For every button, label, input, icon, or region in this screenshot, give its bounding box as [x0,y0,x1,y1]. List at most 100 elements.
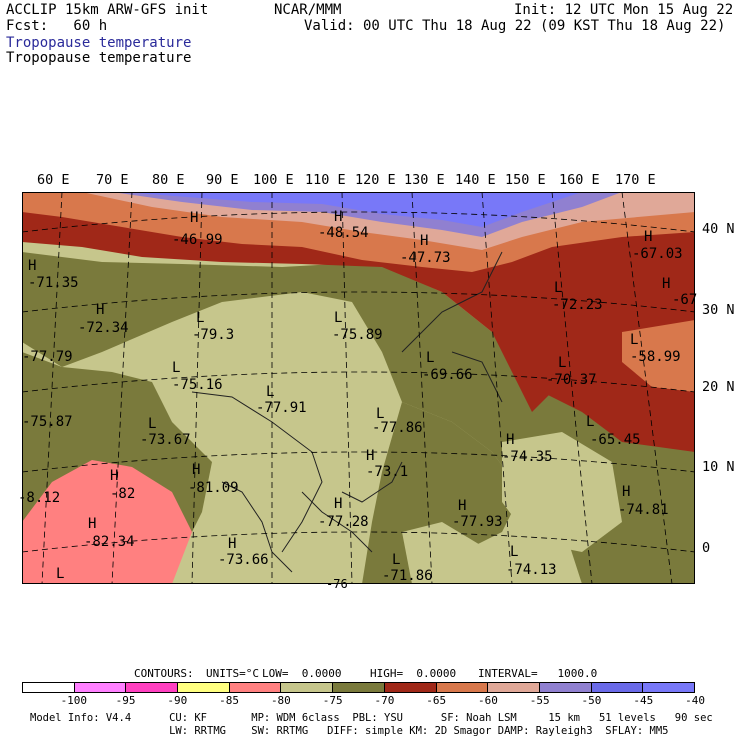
header-forecast-hour: Fcst: 60 h [6,18,108,34]
color-bar-swatch [126,683,179,692]
contour-value: -71.86 [382,568,433,584]
low-marker: L [376,406,385,422]
contour-value: -74.13 [506,562,557,578]
color-bar-swatch [74,683,127,692]
header-line1-left: ACCLIP 15km ARW-GFS init [6,2,209,18]
contour-value: -81.09 [188,480,239,496]
high-marker: L [148,416,157,432]
contour-value: -76 [326,577,348,591]
contour-value: -67 [672,292,698,308]
contour-value: -73.67 [140,432,191,448]
high-marker: H [366,448,375,464]
contour-value: -70.37 [546,372,597,388]
lon-label: 150 E [505,172,546,188]
high-marker: H [228,536,237,552]
color-bar-swatch [281,683,334,692]
color-bar-tick-label: -95 [115,694,136,707]
color-bar-tick-label: -55 [529,694,550,707]
contour-value: -72.34 [78,320,129,336]
contour-value: -77.91 [256,400,307,416]
contour-info-units: UNITS=°C [206,667,259,680]
field-title-shaded: Tropopause temperature [6,35,192,51]
contour-value: -74.81 [618,502,669,518]
lon-label: 170 E [615,172,656,188]
contour-info-contours: CONTOURS: [134,667,194,680]
high-marker: H [96,302,105,318]
low-marker: L [554,280,563,296]
model-info-line1: Model Info: V4.4 CU: KF MP: WDM 6class P… [30,712,713,724]
lon-label: 130 E [404,172,445,188]
low-marker: H [506,432,515,448]
contour-value: -69.66 [422,367,473,383]
lon-label: 90 E [206,172,239,188]
color-bar-tick-label: -75 [322,694,343,707]
lat-label: 20 N [702,379,735,395]
lat-label: 0 [702,540,711,556]
low-marker: H [88,516,97,532]
contour-value: -73.1 [366,464,409,480]
contour-info-low: LOW= 0.0000 [262,667,342,680]
high-marker: H [644,229,653,245]
color-bar-swatch [488,683,540,692]
low-marker: H [192,462,201,478]
low-marker: L [196,310,205,326]
low-marker: H [622,484,631,500]
color-bar-tick-label: -80 [270,694,291,707]
contour-value: -46.99 [172,232,223,248]
lat-label: 40 N [702,221,735,237]
color-bar-tick-label: -70 [374,694,395,707]
contour-value: -77.86 [372,420,423,436]
model-info-line2: LW: RRTMG SW: RRTMG DIFF: simple KM: 2D … [30,725,669,737]
high-marker: L [586,414,595,430]
color-bar-tick-label: -85 [219,694,240,707]
color-bar-swatch [643,683,694,692]
field-title-contour: Tropopause temperature [6,50,192,66]
lon-label: 140 E [455,172,496,188]
lon-label: 70 E [96,172,129,188]
contour-value: -79.3 [192,327,235,343]
contour-value: -82 [110,486,136,502]
high-marker: H [334,496,343,512]
contour-value: -67.03 [632,246,683,262]
color-bar-swatch [436,683,489,692]
low-marker: L [266,384,275,400]
color-bar-tick-label: -40 [685,694,705,707]
contour-value: -77.79 [22,349,73,365]
color-bar-swatch [23,683,75,692]
contour-value: -48.54 [318,225,369,241]
color-bar-tick-label: -100 [60,694,88,707]
contour-value: -47.73 [400,250,451,266]
color-bar-tick-label: -65 [426,694,447,707]
contour-value: -75.87 [22,414,73,430]
contour-value: -77.28 [318,514,369,530]
contour-value: -74.35 [502,449,553,465]
color-bar-swatch [178,683,230,692]
lon-label: 160 E [559,172,600,188]
high-marker: L [392,552,401,568]
color-bar-swatch [333,683,385,692]
color-bar-tick-label: -60 [478,694,498,707]
contour-value: -65.45 [590,432,641,448]
header-line1-center: NCAR/MMM [274,2,342,18]
high-marker: L [510,544,519,560]
contour-value: -75.16 [172,377,223,393]
contour-value: -71.35 [28,275,79,291]
high-marker: H [458,498,467,514]
contour-value: -73.66 [218,552,269,568]
contour-value: -58.99 [630,349,681,365]
color-bar-tick-label: -50 [581,694,602,707]
lat-label: 30 N [702,302,735,318]
header-init-time: Init: 12 UTC Mon 15 Aug 22 [514,2,734,18]
contour-value: -75.89 [332,327,383,343]
high-marker: L [56,566,65,582]
color-bar-swatch [539,683,592,692]
color-bar-tick-label: -45 [633,694,654,707]
high-marker: H [662,276,671,292]
tropopause-temperature-map: H -46.99 H -48.54 H -47.73 H -67.03 H -6… [18,192,698,591]
high-marker: H [28,258,37,274]
color-bar-swatch [384,683,437,692]
contour-value: -77.93 [452,514,503,530]
high-marker: H [190,210,199,226]
color-bar-tick-label: -90 [167,694,188,707]
high-marker: H [334,209,343,225]
